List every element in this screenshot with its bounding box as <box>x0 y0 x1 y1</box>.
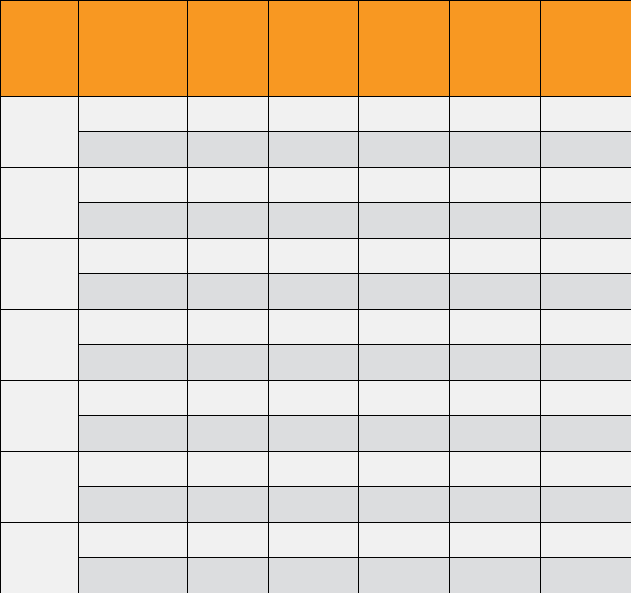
table-cell <box>448 450 541 487</box>
table-cell <box>77 308 188 345</box>
table-cell <box>267 450 359 487</box>
table-cell <box>357 379 450 416</box>
table-cell <box>448 166 541 203</box>
table-cell <box>357 201 450 239</box>
table-cell <box>267 272 359 310</box>
table-cell <box>186 379 269 416</box>
table-cell <box>186 485 269 523</box>
table-cell <box>267 556 359 593</box>
table-cell <box>267 521 359 558</box>
table-cell <box>267 130 359 168</box>
table-cell <box>186 556 269 593</box>
table-cell <box>77 556 188 593</box>
table-cell <box>539 343 631 381</box>
group-label-cell <box>0 237 79 310</box>
table-cell <box>77 95 188 132</box>
table-cell <box>77 166 188 203</box>
table-cell <box>267 414 359 452</box>
table-cell <box>539 166 631 203</box>
table-cell <box>77 450 188 487</box>
table-cell <box>539 237 631 274</box>
table-cell <box>539 379 631 416</box>
table-cell <box>267 237 359 274</box>
table-cell <box>357 308 450 345</box>
table-cell <box>357 130 450 168</box>
table-cell <box>77 379 188 416</box>
group-label-cell <box>0 379 79 452</box>
table-cell <box>267 379 359 416</box>
table-cell <box>539 556 631 593</box>
group-label-cell <box>0 166 79 239</box>
table-cell <box>357 166 450 203</box>
table-cell <box>186 237 269 274</box>
table-cell <box>448 201 541 239</box>
table-cell <box>267 201 359 239</box>
table-cell <box>267 95 359 132</box>
table-cell <box>186 201 269 239</box>
table-cell <box>448 308 541 345</box>
table-cell <box>186 450 269 487</box>
table-cell <box>539 272 631 310</box>
table-cell <box>539 201 631 239</box>
table-cell <box>357 272 450 310</box>
table-cell <box>357 237 450 274</box>
table-cell <box>186 166 269 203</box>
table-cell <box>539 521 631 558</box>
group-label-cell <box>0 521 79 593</box>
table-cell <box>357 450 450 487</box>
table-cell <box>357 521 450 558</box>
table-cell <box>77 237 188 274</box>
table-cell <box>539 130 631 168</box>
table-cell <box>448 237 541 274</box>
table-cell <box>448 130 541 168</box>
table-cell <box>77 272 188 310</box>
table-cell <box>448 343 541 381</box>
table-cell <box>448 95 541 132</box>
table-cell <box>448 556 541 593</box>
table-cell <box>186 272 269 310</box>
header-cell <box>267 0 359 97</box>
table-cell <box>186 343 269 381</box>
header-cell <box>77 0 188 97</box>
table-cell <box>267 343 359 381</box>
table-cell <box>539 485 631 523</box>
table-cell <box>186 308 269 345</box>
table-cell <box>186 95 269 132</box>
table-cell <box>267 485 359 523</box>
group-label-cell <box>0 308 79 381</box>
table-cell <box>539 308 631 345</box>
table-cell <box>539 450 631 487</box>
group-label-cell <box>0 450 79 523</box>
table-cell <box>186 130 269 168</box>
table-cell <box>357 485 450 523</box>
table-cell <box>448 379 541 416</box>
table-cell <box>77 130 188 168</box>
table-cell <box>186 521 269 558</box>
header-cell <box>448 0 541 97</box>
table-cell <box>267 308 359 345</box>
table-cell <box>448 414 541 452</box>
header-cell <box>0 0 79 97</box>
table-cell <box>539 95 631 132</box>
table-cell <box>267 166 359 203</box>
header-cell <box>186 0 269 97</box>
table-cell <box>77 485 188 523</box>
header-cell <box>539 0 631 97</box>
table-cell <box>77 521 188 558</box>
table-cell <box>357 95 450 132</box>
table-cell <box>357 343 450 381</box>
table-cell <box>539 414 631 452</box>
table-cell <box>77 201 188 239</box>
table-cell <box>448 272 541 310</box>
table-cell <box>448 485 541 523</box>
table-cell <box>448 521 541 558</box>
table-cell <box>357 556 450 593</box>
header-cell <box>357 0 450 97</box>
table-cell <box>77 343 188 381</box>
group-label-cell <box>0 95 79 168</box>
table-cell <box>357 414 450 452</box>
table-cell <box>77 414 188 452</box>
table-cell <box>186 414 269 452</box>
